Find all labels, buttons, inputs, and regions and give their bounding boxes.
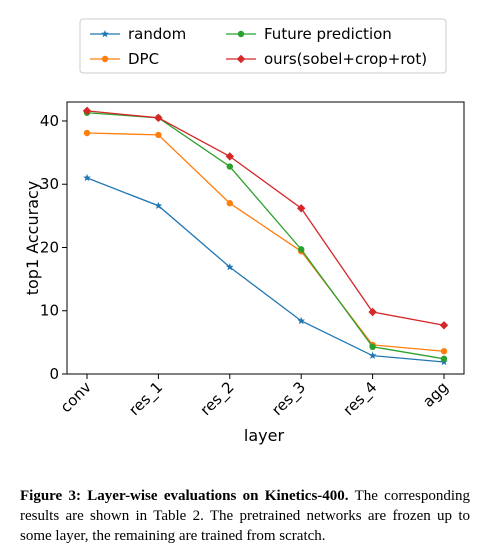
y-tick-label-4: 40	[40, 112, 59, 130]
legend-label-2: Future prediction	[264, 25, 392, 43]
x-tick-label-4: res_4	[339, 378, 381, 420]
series-0	[83, 173, 448, 366]
data-point-0-2	[226, 263, 234, 271]
data-point-3-0	[82, 106, 92, 116]
y-tick-label-0: 0	[49, 365, 59, 383]
data-point-1-1	[155, 131, 162, 139]
caption-label: Figure 3: Layer-wise evaluations on Kine…	[20, 488, 349, 504]
data-point-3-1	[154, 113, 163, 123]
data-point-2-3	[298, 246, 305, 253]
series-line-0	[86, 177, 445, 363]
legend-marker-2	[237, 30, 245, 38]
x-axis-title: layer	[244, 426, 285, 445]
series-3	[82, 106, 449, 330]
data-point-3-3	[297, 204, 306, 213]
y-tick-label-2: 20	[40, 238, 59, 256]
legend: random DPC Future prediction ours(sobel+cro…	[79, 18, 447, 74]
data-point-2-5	[440, 355, 448, 363]
data-point-2-4	[369, 343, 376, 350]
y-tick-label-1: 10	[40, 302, 59, 320]
data-point-0-0	[83, 173, 91, 182]
data-point-1-0	[83, 129, 91, 137]
y-axis-title: top1 Accuracy	[23, 181, 42, 296]
data-point-3-4	[368, 307, 377, 317]
y-tick-label-3: 30	[40, 175, 59, 193]
caption-text: The corresponding results are shown in T…	[20, 488, 470, 544]
line-chart: random DPC Future prediction ours(sobel+cro…	[23, 18, 465, 445]
legend-label-1: DPC	[128, 50, 159, 68]
legend-label-3: ours(sobel+crop+rot)	[264, 50, 427, 68]
series-layer	[82, 106, 449, 366]
x-tick-label-5: agg	[419, 378, 452, 411]
axes: 0 10 20 30 40 conv res_1 res_2 res_3 res_4 agg	[40, 101, 465, 420]
legend-label-0: random	[128, 25, 186, 43]
x-tick-label-3: res_3	[268, 378, 310, 420]
data-point-3-2	[225, 152, 234, 161]
data-point-3-5	[439, 321, 449, 330]
x-tick-label-0: conv	[57, 378, 95, 416]
data-point-0-4	[368, 351, 377, 359]
data-point-0-3	[297, 316, 305, 325]
figure-caption: Figure 3: Layer-wise evaluations on Kine…	[20, 486, 470, 546]
data-point-2-2	[226, 163, 233, 170]
legend-marker-0	[101, 30, 109, 38]
legend-box	[79, 18, 447, 74]
series-line-2	[86, 112, 445, 360]
series-2	[83, 109, 448, 363]
x-tick-label-2: res_2	[197, 378, 239, 420]
series-line-1	[86, 132, 445, 352]
legend-marker-3	[236, 54, 246, 64]
data-point-1-5	[440, 348, 448, 355]
legend-marker-1	[101, 55, 109, 63]
plot-frame	[66, 101, 465, 375]
x-tick-label-1: res_1	[125, 378, 167, 420]
series-1	[83, 129, 448, 355]
series-line-3	[86, 110, 445, 326]
data-point-1-2	[226, 200, 233, 207]
data-point-0-1	[154, 201, 163, 209]
